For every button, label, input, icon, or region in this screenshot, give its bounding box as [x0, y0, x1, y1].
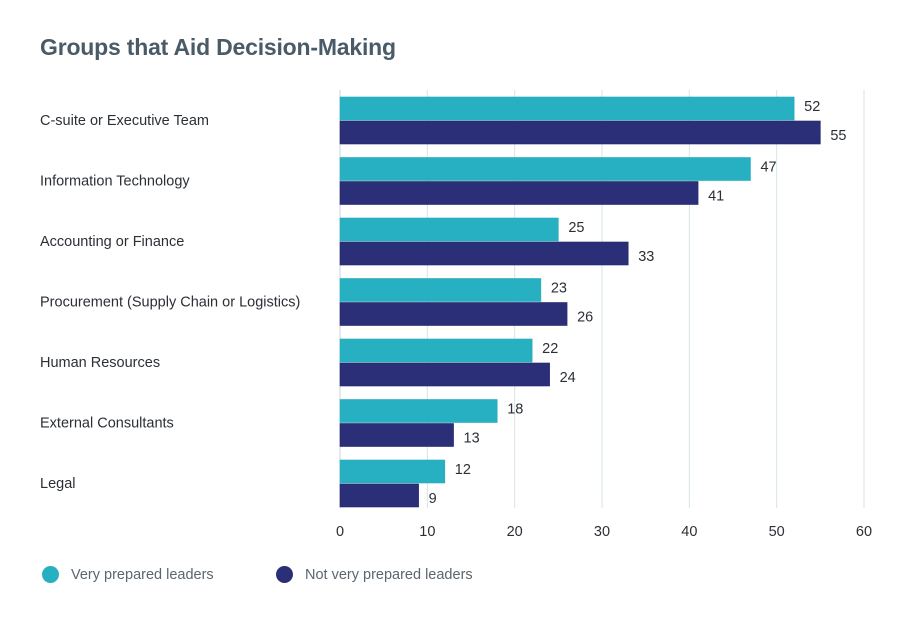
- data-label: 26: [577, 310, 593, 326]
- x-tick-label: 60: [856, 524, 872, 540]
- category-label: Information Technology: [40, 174, 190, 190]
- data-label: 24: [560, 370, 576, 386]
- category-label: External Consultants: [40, 416, 174, 432]
- data-label: 41: [708, 189, 724, 205]
- x-tick-label: 50: [769, 524, 785, 540]
- category-label: C-suite or Executive Team: [40, 113, 209, 129]
- legend-label-not-very-prepared: Not very prepared leaders: [305, 566, 473, 583]
- data-label: 18: [507, 402, 523, 418]
- legend-swatch-very-prepared: [42, 566, 59, 583]
- category-label: Accounting or Finance: [40, 234, 184, 250]
- data-label: 23: [551, 281, 567, 297]
- chart-title: Groups that Aid Decision-Making: [40, 34, 396, 60]
- bar: [339, 338, 533, 363]
- bar: [339, 483, 419, 508]
- bar: [339, 96, 795, 121]
- data-label: 55: [830, 128, 846, 144]
- bar: [339, 399, 498, 423]
- data-label: 22: [542, 341, 558, 357]
- data-label: 13: [464, 431, 480, 447]
- bar: [339, 459, 446, 484]
- legend-item-very-prepared: Very prepared leaders: [42, 566, 214, 583]
- x-tick-label: 10: [419, 524, 435, 540]
- legend-swatch-not-very-prepared: [276, 566, 293, 583]
- legend-item-not-very-prepared: Not very prepared leaders: [276, 566, 473, 583]
- bar: [339, 157, 751, 181]
- bar: [339, 362, 550, 387]
- data-label: 12: [455, 462, 471, 478]
- bar: [339, 181, 699, 205]
- category-label: Legal: [40, 476, 75, 492]
- bar: [339, 302, 568, 326]
- legend-label-very-prepared: Very prepared leaders: [71, 566, 214, 583]
- x-tick-label: 30: [594, 524, 610, 540]
- category-label: Human Resources: [40, 355, 160, 371]
- x-tick-label: 40: [681, 524, 697, 540]
- bar: [339, 278, 542, 302]
- bar: [339, 120, 821, 145]
- x-tick-label: 20: [507, 524, 523, 540]
- data-label: 25: [568, 220, 584, 236]
- category-label: Procurement (Supply Chain or Logistics): [40, 295, 300, 311]
- data-label: 9: [429, 491, 437, 507]
- data-label: 33: [638, 249, 654, 265]
- bar: [339, 241, 629, 266]
- bar: [339, 217, 559, 242]
- bar: [339, 423, 454, 447]
- data-label: 47: [760, 160, 776, 176]
- x-tick-label: 0: [336, 524, 344, 540]
- data-label: 52: [804, 99, 820, 115]
